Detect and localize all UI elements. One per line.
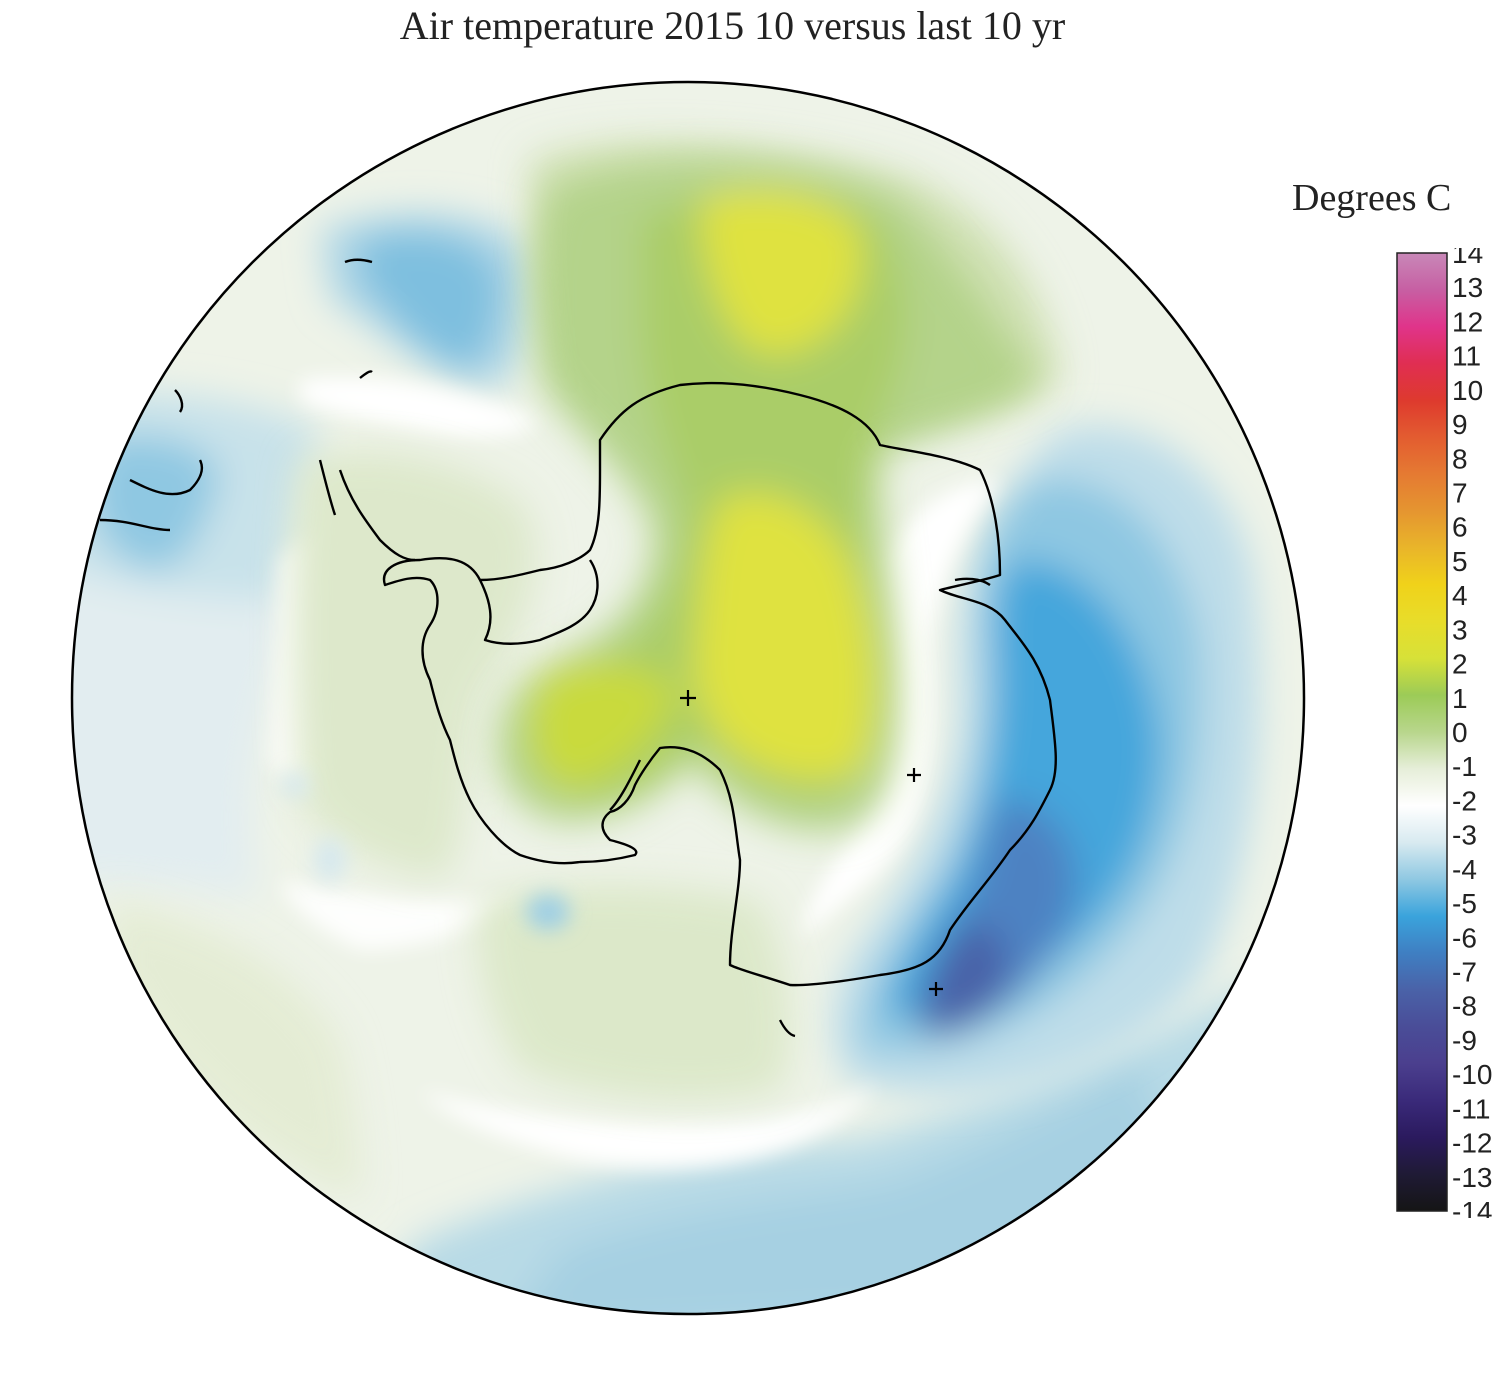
colorbar-tick-label: -7 <box>1452 957 1477 988</box>
map-frame <box>70 80 1306 1316</box>
colorbar-tick-label: 2 <box>1452 649 1468 680</box>
colorbar-tick-label: -3 <box>1452 820 1477 851</box>
colorbar-gradient <box>1396 252 1448 1212</box>
colorbar-tick-label: 11 <box>1452 341 1481 372</box>
colorbar-tick-label: 5 <box>1452 546 1468 577</box>
colorbar-tick-label: -8 <box>1452 991 1477 1022</box>
colorbar-tick-label: -5 <box>1452 888 1477 919</box>
colorbar: 14131211109876543210-1-2-3-4-5-6-7-8-9-1… <box>1396 248 1492 1218</box>
anomaly-field <box>72 82 1304 1314</box>
colorbar-tick-label: 13 <box>1452 272 1483 303</box>
colorbar-tick-label: 0 <box>1452 717 1468 748</box>
antarctica-coastline <box>99 258 1057 1038</box>
colorbar-tick-label: 9 <box>1452 409 1468 440</box>
colorbar-tick-label: 12 <box>1452 306 1483 337</box>
colorbar-tick-label: 1 <box>1452 683 1468 714</box>
colorbar-tick-label: 8 <box>1452 443 1468 474</box>
colorbar-tick-label: -13 <box>1452 1162 1492 1193</box>
colorbar-tick-label: -14 <box>1452 1196 1492 1218</box>
colorbar-tick-label: -9 <box>1452 1025 1477 1056</box>
colorbar-ticks: 14131211109876543210-1-2-3-4-5-6-7-8-9-1… <box>1452 248 1492 1218</box>
colorbar-tick-label: -6 <box>1452 922 1477 953</box>
colorbar-tick-label: 7 <box>1452 478 1468 509</box>
colorbar-tick-label: -2 <box>1452 785 1477 816</box>
colorbar-tick-label: 6 <box>1452 512 1468 543</box>
colorbar-tick-label: -1 <box>1452 751 1477 782</box>
polar-map <box>70 80 1306 1316</box>
colorbar-tick-label: -4 <box>1452 854 1477 885</box>
colorbar-tick-label: 14 <box>1452 248 1483 269</box>
colorbar-tick-label: -10 <box>1452 1059 1492 1090</box>
colorbar-tick-label: 4 <box>1452 580 1468 611</box>
colorbar-tick-label: -11 <box>1452 1093 1490 1124</box>
legend-title: Degrees C <box>1292 177 1452 219</box>
colorbar-tick-label: 3 <box>1452 614 1468 645</box>
colorbar-tick-label: 10 <box>1452 375 1483 406</box>
map-title: Air temperature 2015 10 versus last 10 y… <box>399 3 1066 48</box>
grid-markers <box>680 690 943 996</box>
colorbar-tick-label: -12 <box>1452 1128 1492 1159</box>
